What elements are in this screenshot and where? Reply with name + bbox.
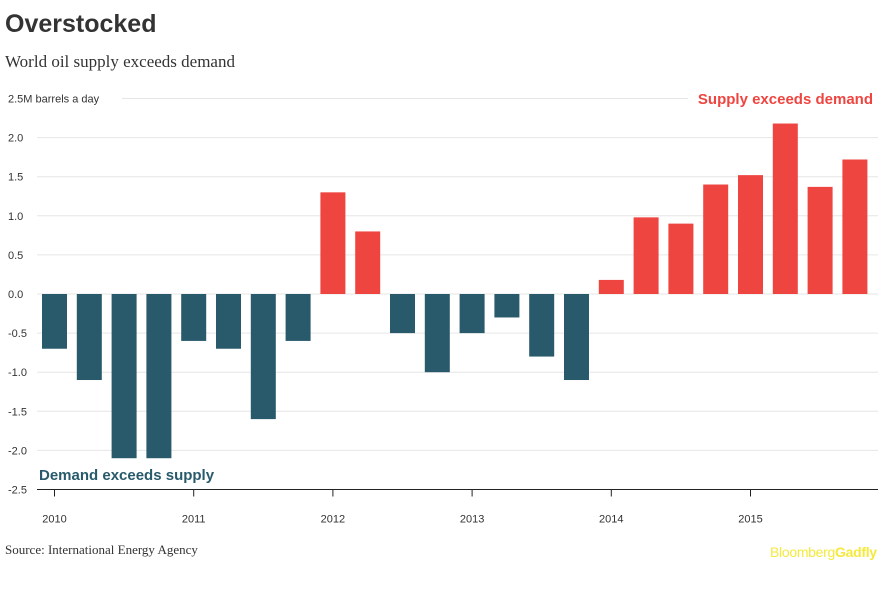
bar-2010-q3	[111, 294, 137, 459]
x-tick-label: 2011	[182, 514, 206, 526]
bar-2011-q4	[285, 294, 311, 341]
y-tick-label: -2.5	[8, 485, 27, 497]
annotation-supply-exceeds-demand: Supply exceeds demand	[698, 91, 873, 108]
bar-2012-q1	[320, 192, 346, 294]
x-tick-label: 2014	[599, 514, 623, 526]
annotations: Supply exceeds demand Demand exceeds supp…	[39, 91, 873, 484]
y-tick-label: -1.5	[8, 406, 27, 418]
bar-2012-q4	[424, 294, 450, 373]
bar-2014-q3	[668, 223, 694, 294]
grid-lines	[37, 98, 878, 451]
x-tick-label: 2012	[321, 514, 345, 526]
bar-2015-q1	[738, 175, 763, 294]
chart-subtitle: World oil supply exceeds demand	[5, 52, 235, 71]
y-tick-label: -2.0	[8, 445, 27, 457]
bar-2010-q4	[146, 294, 172, 459]
x-tick-label: 2010	[42, 514, 66, 526]
bar-2011-q1	[181, 294, 207, 341]
bar-2014-q1	[598, 279, 624, 294]
bar-2010-q1	[42, 294, 67, 349]
bar-2013-q1	[459, 294, 485, 334]
annotation-demand-exceeds-supply: Demand exceeds supply	[39, 467, 215, 484]
bar-2015-q3	[807, 186, 833, 294]
bar-2012-q3	[390, 294, 415, 334]
source-note: Source: International Energy Agency	[5, 542, 198, 557]
y-tick-label: 0.5	[8, 250, 23, 262]
bar-2011-q3	[250, 294, 276, 420]
y-tick-label: -0.5	[8, 328, 27, 340]
bar-2012-q2	[355, 231, 381, 294]
y-tick-label: 0.0	[8, 289, 23, 301]
bars	[42, 123, 868, 459]
bar-2013-q2	[494, 294, 520, 318]
y-axis-labels: 2.5M barrels a day 2.0 1.5 1.0 0.5 0.0 -0.5 -1.…	[8, 94, 100, 497]
y-tick-label: -1.0	[8, 367, 27, 379]
y-tick-label: 2.0	[8, 133, 23, 145]
bar-2014-q4	[703, 184, 729, 294]
bar-2015-q4	[842, 159, 868, 294]
x-tick-label: 2013	[460, 514, 484, 526]
y-tick-label: 2.5M barrels a day	[8, 94, 100, 106]
logo-brand-gadfly: Gadfly	[835, 544, 877, 560]
logo-brand: Bloomberg	[770, 544, 836, 560]
x-tick-label: 2015	[738, 514, 762, 526]
y-tick-label: 1.0	[8, 211, 23, 223]
bar-2013-q3	[529, 294, 555, 357]
bar-2015-q2	[772, 123, 798, 294]
chart-title: Overstocked	[5, 10, 157, 38]
bloomberg-gadfly-logo: BloombergGadfly	[770, 544, 877, 560]
y-tick-label: 1.5	[8, 172, 23, 184]
bar-2013-q4	[564, 294, 589, 381]
x-axis: 2010 2011 2012 2013 2014 2015	[37, 489, 878, 526]
bar-2014-q2	[633, 217, 659, 294]
bar-2011-q2	[216, 294, 241, 349]
bar-2010-q2	[76, 294, 102, 381]
